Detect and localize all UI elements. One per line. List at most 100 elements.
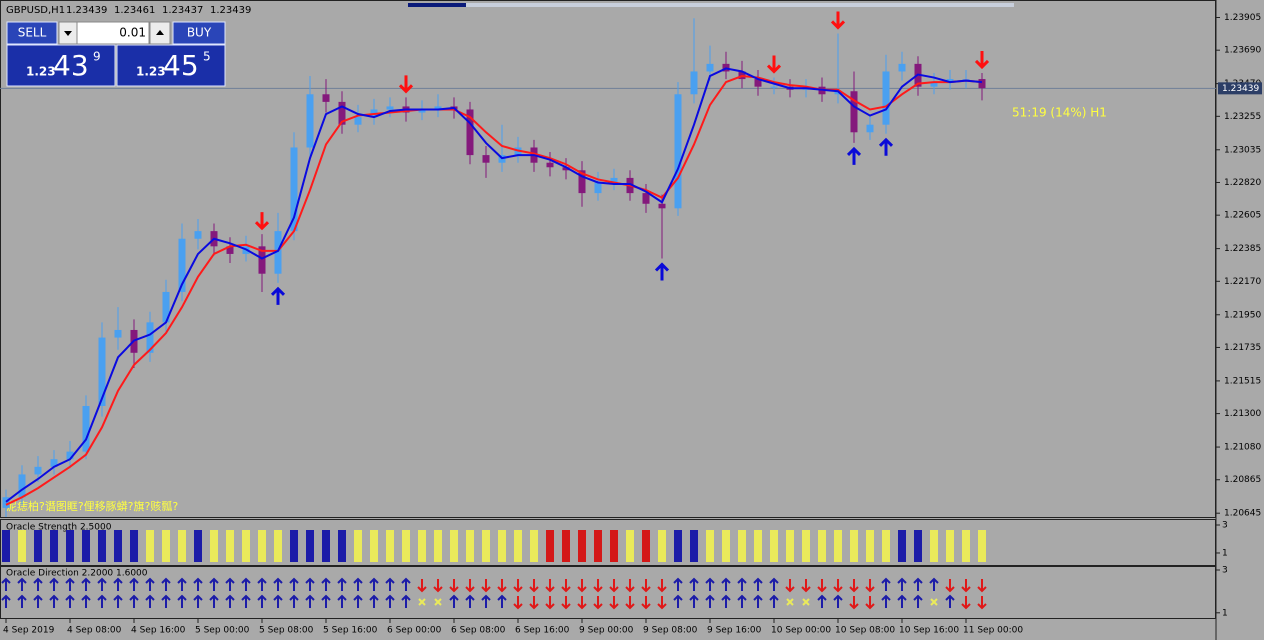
direction-arrow <box>721 594 731 608</box>
direction-arrow <box>769 577 779 591</box>
strength-bar <box>706 530 714 562</box>
candle-body <box>274 231 282 274</box>
direction-tick-label: 3 <box>1222 565 1228 575</box>
x-tick-label: 5 Sep 00:00 <box>195 626 250 636</box>
strength-tick-label: 1 <box>1222 548 1228 558</box>
strength-bar <box>866 530 874 562</box>
direction-arrow <box>817 594 827 608</box>
buy-button[interactable] <box>172 21 226 45</box>
direction-arrow <box>321 594 331 608</box>
candle-body <box>946 79 954 83</box>
candle-body <box>546 162 554 168</box>
direction-arrow <box>593 596 603 610</box>
direction-arrow <box>737 594 747 608</box>
direction-arrow <box>593 579 603 593</box>
down-arrow <box>974 50 990 70</box>
direction-arrow <box>897 594 907 608</box>
direction-arrow <box>33 577 43 591</box>
direction-arrow <box>673 594 683 608</box>
direction-arrow <box>17 577 27 591</box>
y-tick-label: 1.21950 <box>1224 310 1261 320</box>
x-tick-label: 4 Sep 08:00 <box>67 626 122 636</box>
sell-label[interactable]: SELL <box>18 26 47 40</box>
moving-average <box>5 67 983 503</box>
lot-input[interactable] <box>76 21 150 45</box>
strength-bar <box>146 530 154 562</box>
candle-body <box>290 147 298 232</box>
direction-arrow <box>913 594 923 608</box>
direction-arrow <box>369 577 379 591</box>
direction-arrow <box>897 577 907 591</box>
y-tick-label: 1.21300 <box>1224 409 1261 419</box>
direction-arrow <box>625 596 635 610</box>
sell-button[interactable] <box>6 21 58 45</box>
candle-body <box>322 94 330 102</box>
direction-arrow <box>161 594 171 608</box>
candle-body <box>610 177 618 183</box>
ask-box[interactable] <box>116 44 226 87</box>
candle-body <box>882 71 890 125</box>
strength-bar <box>210 530 218 562</box>
bid-box[interactable] <box>6 44 116 87</box>
x-tick-label: 4 Sep 16:00 <box>131 626 186 636</box>
candle-body <box>50 459 58 467</box>
strength-bar <box>578 530 586 562</box>
y-tick-label: 1.21080 <box>1224 443 1261 453</box>
buy-label[interactable]: BUY <box>187 26 212 40</box>
direction-arrow <box>49 594 59 608</box>
current-price-box <box>1218 82 1262 95</box>
symbol: GBPUSD,H1 <box>6 5 65 16</box>
strength-bar <box>50 530 58 562</box>
direction-arrow <box>417 579 427 593</box>
candle-body <box>418 109 426 113</box>
direction-arrow <box>113 594 123 608</box>
direction-arrow <box>273 594 283 608</box>
direction-arrow <box>929 577 939 591</box>
direction-title: Oracle Direction 2.2000 1.6000 <box>6 569 148 579</box>
direction-arrow <box>705 577 715 591</box>
direction-arrow <box>769 594 779 608</box>
strength-bar <box>898 530 906 562</box>
up-arrow <box>654 262 670 281</box>
direction-arrow <box>434 598 442 606</box>
candle-body <box>866 124 874 133</box>
candle-body <box>178 238 186 292</box>
trade-widget: SELL 0.01 BUY 1.23 43 9 1.23 45 5 <box>6 21 226 87</box>
direction-arrow <box>353 577 363 591</box>
strength-bar <box>546 530 554 562</box>
direction-arrow <box>497 579 507 593</box>
strength-bar <box>322 530 330 562</box>
direction-arrow <box>545 596 555 610</box>
y-tick-label: 1.23905 <box>1224 13 1261 23</box>
direction-arrow <box>641 579 651 593</box>
direction-arrow <box>737 577 747 591</box>
candle-body <box>834 91 842 95</box>
direction-arrow <box>561 596 571 610</box>
direction-arrow <box>113 577 123 591</box>
direction-arrow <box>17 594 27 608</box>
down-arrow <box>254 212 270 231</box>
info-open: 1.23439 <box>66 5 107 16</box>
direction-arrow <box>977 579 987 593</box>
direction-arrow <box>689 594 699 608</box>
strength-bar <box>274 530 282 562</box>
direction-arrow <box>241 594 251 608</box>
direction-arrow <box>753 577 763 591</box>
strength-bar <box>642 530 650 562</box>
x-tick-label: 9 Sep 16:00 <box>707 626 762 636</box>
direction-arrow <box>513 596 523 610</box>
strength-bar <box>386 530 394 562</box>
lot-value[interactable]: 0.01 <box>119 26 146 40</box>
candle-body <box>578 170 586 194</box>
x-tick-label: 11 Sep 00:00 <box>963 626 1023 636</box>
strength-bar <box>482 530 490 562</box>
strength-bar <box>626 530 634 562</box>
direction-arrow <box>65 577 75 591</box>
strength-bar <box>818 530 826 562</box>
direction-arrow <box>961 596 971 610</box>
strength-bar <box>258 530 266 562</box>
strength-bar <box>130 530 138 562</box>
info-close: 1.23439 <box>210 5 251 16</box>
strength-bar <box>594 530 602 562</box>
strength-bar <box>658 530 666 562</box>
